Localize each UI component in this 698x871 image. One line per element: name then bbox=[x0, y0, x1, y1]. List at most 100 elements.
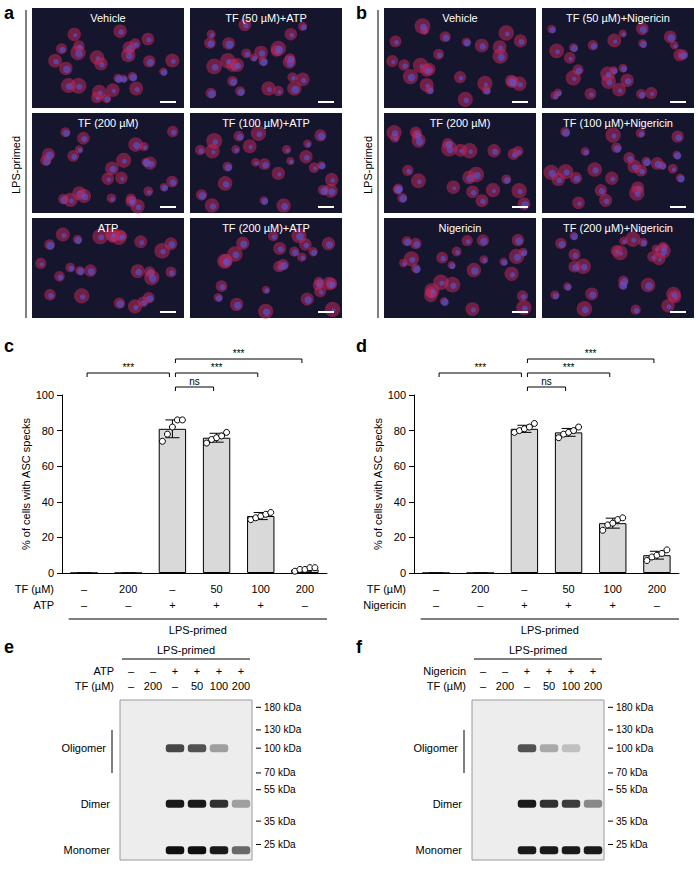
svg-text:+: + bbox=[216, 665, 222, 677]
svg-text:***: *** bbox=[233, 348, 245, 359]
svg-text:20: 20 bbox=[42, 531, 54, 543]
svg-text:+: + bbox=[546, 665, 552, 677]
svg-text:20: 20 bbox=[394, 531, 406, 543]
svg-text:ATP: ATP bbox=[98, 222, 119, 234]
svg-text:+: + bbox=[213, 599, 219, 611]
svg-text:LPS-primed: LPS-primed bbox=[521, 624, 579, 636]
svg-text:–: – bbox=[521, 583, 528, 595]
svg-text:% of cells with ASC specks: % of cells with ASC specks bbox=[372, 417, 384, 550]
svg-text:–: – bbox=[172, 680, 179, 692]
svg-text:50: 50 bbox=[210, 583, 222, 595]
svg-text:c: c bbox=[4, 336, 14, 356]
svg-text:% of cells with ASC specks: % of cells with ASC specks bbox=[20, 417, 32, 550]
svg-text:LPS-primed: LPS-primed bbox=[169, 624, 227, 636]
svg-text:Nigericin: Nigericin bbox=[439, 222, 482, 234]
svg-text:200: 200 bbox=[648, 583, 666, 595]
svg-text:TF (200 µM): TF (200 µM) bbox=[430, 117, 491, 129]
svg-text:70 kDa: 70 kDa bbox=[616, 767, 648, 778]
svg-text:–: – bbox=[502, 665, 509, 677]
svg-text:60: 60 bbox=[394, 460, 406, 472]
svg-text:LPS-primed: LPS-primed bbox=[362, 136, 374, 194]
svg-text:100: 100 bbox=[604, 583, 622, 595]
svg-text:a: a bbox=[4, 3, 15, 23]
svg-text:100 kDa: 100 kDa bbox=[264, 743, 302, 754]
svg-text:35 kDa: 35 kDa bbox=[264, 816, 296, 827]
svg-text:TF (100 µM)+ATP: TF (100 µM)+ATP bbox=[222, 117, 310, 129]
svg-text:–: – bbox=[654, 599, 661, 611]
svg-text:100: 100 bbox=[210, 680, 228, 692]
svg-text:55 kDa: 55 kDa bbox=[264, 784, 296, 795]
svg-text:35 kDa: 35 kDa bbox=[616, 816, 648, 827]
svg-text:***: *** bbox=[122, 362, 134, 373]
svg-text:100: 100 bbox=[562, 680, 580, 692]
svg-text:TF (µM): TF (µM) bbox=[367, 583, 406, 595]
svg-text:130 kDa: 130 kDa bbox=[616, 724, 654, 735]
svg-text:LPS-primed: LPS-primed bbox=[157, 644, 215, 656]
svg-text:Oligomer: Oligomer bbox=[413, 742, 458, 754]
svg-text:200: 200 bbox=[144, 680, 162, 692]
svg-text:–: – bbox=[125, 599, 132, 611]
svg-text:200: 200 bbox=[496, 680, 514, 692]
svg-text:Nigericin: Nigericin bbox=[363, 599, 406, 611]
svg-text:LPS-primed: LPS-primed bbox=[10, 136, 22, 194]
svg-text:TF (200 µM): TF (200 µM) bbox=[78, 117, 139, 129]
svg-text:Vehicle: Vehicle bbox=[442, 12, 477, 24]
svg-text:40: 40 bbox=[42, 496, 54, 508]
svg-text:25 kDa: 25 kDa bbox=[264, 839, 296, 850]
svg-text:–: – bbox=[480, 680, 487, 692]
svg-text:e: e bbox=[4, 637, 14, 657]
svg-text:TF (µM): TF (µM) bbox=[15, 583, 54, 595]
svg-text:–: – bbox=[169, 583, 176, 595]
svg-text:–: – bbox=[480, 665, 487, 677]
svg-text:Vehicle: Vehicle bbox=[90, 12, 125, 24]
svg-text:+: + bbox=[169, 599, 175, 611]
svg-text:TF (µM): TF (µM) bbox=[427, 680, 466, 692]
svg-text:Oligomer: Oligomer bbox=[61, 742, 106, 754]
svg-text:180 kDa: 180 kDa bbox=[616, 702, 654, 713]
svg-text:200: 200 bbox=[296, 583, 314, 595]
svg-text:–: – bbox=[81, 599, 88, 611]
svg-text:+: + bbox=[194, 665, 200, 677]
svg-text:0: 0 bbox=[48, 567, 54, 579]
svg-text:***: *** bbox=[211, 362, 223, 373]
svg-text:80: 80 bbox=[42, 425, 54, 437]
svg-text:ns: ns bbox=[541, 376, 552, 387]
svg-text:–: – bbox=[433, 599, 440, 611]
svg-text:+: + bbox=[172, 665, 178, 677]
svg-text:100 kDa: 100 kDa bbox=[616, 743, 654, 754]
svg-text:55 kDa: 55 kDa bbox=[616, 784, 648, 795]
svg-text:–: – bbox=[150, 665, 157, 677]
svg-text:–: – bbox=[128, 680, 135, 692]
svg-text:+: + bbox=[524, 665, 530, 677]
svg-text:40: 40 bbox=[394, 496, 406, 508]
svg-text:+: + bbox=[521, 599, 527, 611]
svg-text:50: 50 bbox=[543, 680, 555, 692]
svg-text:LPS-primed: LPS-primed bbox=[509, 644, 567, 656]
svg-text:TF (50 µM)+Nigericin: TF (50 µM)+Nigericin bbox=[566, 12, 670, 24]
svg-text:–: – bbox=[302, 599, 309, 611]
svg-text:TF (100 µM)+Nigericin: TF (100 µM)+Nigericin bbox=[563, 117, 673, 129]
svg-text:TF (50 µM)+ATP: TF (50 µM)+ATP bbox=[225, 12, 307, 24]
svg-text:ns: ns bbox=[189, 376, 200, 387]
svg-text:***: *** bbox=[563, 362, 575, 373]
svg-text:***: *** bbox=[585, 348, 597, 359]
svg-text:100: 100 bbox=[36, 389, 54, 401]
svg-text:Nigericin: Nigericin bbox=[423, 665, 466, 677]
svg-text:Monomer: Monomer bbox=[416, 844, 463, 856]
svg-text:***: *** bbox=[474, 362, 486, 373]
svg-text:50: 50 bbox=[562, 583, 574, 595]
svg-text:TF (200 µM)+ATP: TF (200 µM)+ATP bbox=[222, 222, 310, 234]
svg-text:+: + bbox=[258, 599, 264, 611]
svg-text:+: + bbox=[568, 665, 574, 677]
svg-text:b: b bbox=[356, 3, 367, 23]
svg-text:50: 50 bbox=[191, 680, 203, 692]
svg-text:130 kDa: 130 kDa bbox=[264, 724, 302, 735]
svg-text:–: – bbox=[524, 680, 531, 692]
svg-text:60: 60 bbox=[42, 460, 54, 472]
svg-text:+: + bbox=[590, 665, 596, 677]
svg-text:200: 200 bbox=[471, 583, 489, 595]
svg-text:0: 0 bbox=[400, 567, 406, 579]
svg-text:Monomer: Monomer bbox=[64, 844, 111, 856]
svg-text:–: – bbox=[128, 665, 135, 677]
svg-text:f: f bbox=[356, 637, 363, 657]
